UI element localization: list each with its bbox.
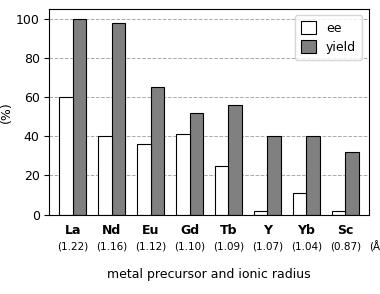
Bar [228, 105, 242, 215]
Text: (1.10): (1.10) [174, 241, 205, 251]
Bar [150, 87, 164, 215]
Bar [268, 136, 281, 215]
Text: (Å): (Å) [369, 241, 380, 253]
Bar [73, 19, 86, 215]
Bar [59, 97, 73, 215]
Bar [112, 23, 125, 215]
Bar [215, 166, 228, 215]
Text: (1.16): (1.16) [96, 241, 127, 251]
Bar [190, 113, 203, 215]
Text: (1.22): (1.22) [57, 241, 89, 251]
Text: (0.87): (0.87) [330, 241, 361, 251]
Text: (1.07): (1.07) [252, 241, 283, 251]
Bar [293, 193, 306, 215]
Bar [332, 211, 345, 215]
Bar [254, 211, 268, 215]
Bar [98, 136, 112, 215]
Text: (1.12): (1.12) [135, 241, 166, 251]
Bar [176, 134, 190, 215]
Text: (1.09): (1.09) [213, 241, 244, 251]
Y-axis label: (%): (%) [0, 101, 13, 123]
Bar [306, 136, 320, 215]
Text: metal precursor and ionic radius: metal precursor and ionic radius [107, 268, 311, 281]
Bar [137, 144, 150, 215]
Text: (1.04): (1.04) [291, 241, 322, 251]
Legend: ee, yield: ee, yield [295, 15, 363, 60]
Bar [345, 152, 359, 215]
